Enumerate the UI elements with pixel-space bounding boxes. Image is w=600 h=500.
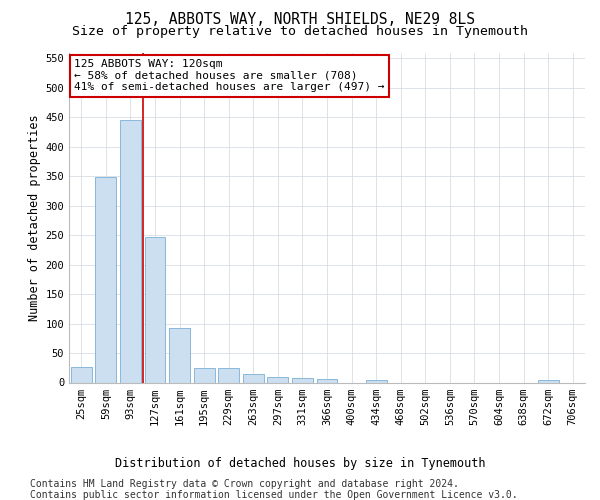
Bar — [120, 120, 141, 382]
Text: Contains public sector information licensed under the Open Government Licence v3: Contains public sector information licen… — [30, 490, 518, 500]
Text: Contains HM Land Registry data © Crown copyright and database right 2024.: Contains HM Land Registry data © Crown c… — [30, 479, 459, 489]
Text: Size of property relative to detached houses in Tynemouth: Size of property relative to detached ho… — [72, 25, 528, 38]
Bar — [218, 368, 239, 382]
Bar — [317, 379, 337, 382]
Bar — [71, 366, 92, 382]
Bar — [292, 378, 313, 382]
Bar — [95, 177, 116, 382]
Bar — [194, 368, 215, 382]
Bar — [538, 380, 559, 382]
Bar — [145, 237, 166, 382]
Text: Distribution of detached houses by size in Tynemouth: Distribution of detached houses by size … — [115, 458, 485, 470]
Bar — [243, 374, 264, 382]
Bar — [268, 376, 289, 382]
Bar — [169, 328, 190, 382]
Y-axis label: Number of detached properties: Number of detached properties — [28, 114, 41, 321]
Text: 125 ABBOTS WAY: 120sqm
← 58% of detached houses are smaller (708)
41% of semi-de: 125 ABBOTS WAY: 120sqm ← 58% of detached… — [74, 59, 385, 92]
Text: 125, ABBOTS WAY, NORTH SHIELDS, NE29 8LS: 125, ABBOTS WAY, NORTH SHIELDS, NE29 8LS — [125, 12, 475, 28]
Bar — [365, 380, 386, 382]
